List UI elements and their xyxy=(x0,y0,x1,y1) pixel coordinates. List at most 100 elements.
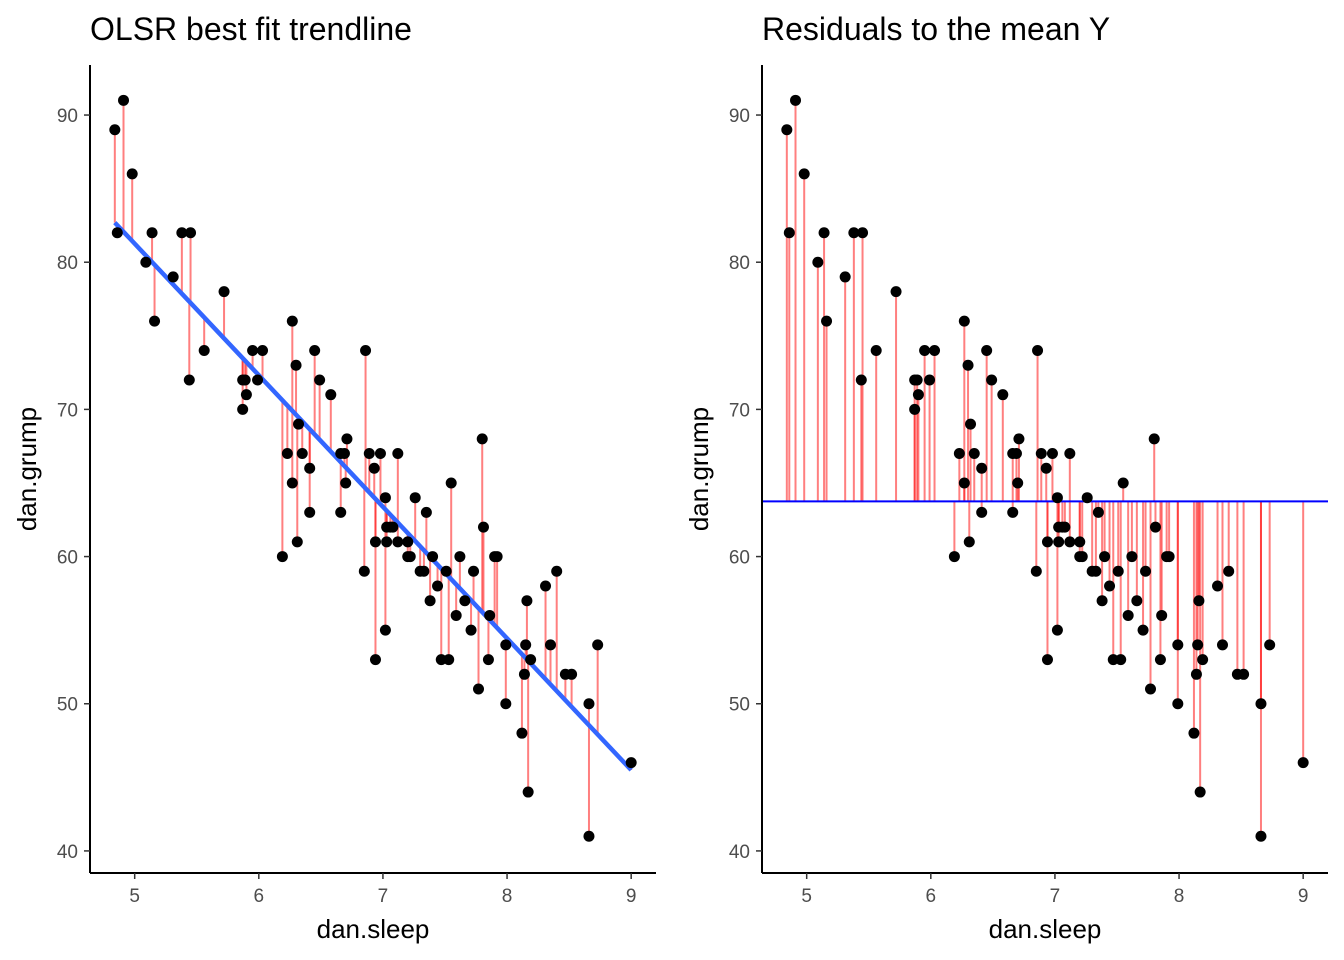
data-point xyxy=(516,727,528,739)
data-point xyxy=(341,433,353,445)
y-tick-label: 60 xyxy=(729,548,750,569)
data-point xyxy=(997,389,1009,401)
x-tick-label: 6 xyxy=(926,886,937,907)
data-point xyxy=(358,565,370,577)
data-point xyxy=(1074,536,1086,548)
data-point xyxy=(1223,565,1235,577)
data-point xyxy=(309,345,321,357)
data-point xyxy=(839,271,851,283)
data-point xyxy=(912,389,924,401)
data-point xyxy=(484,609,496,621)
data-point xyxy=(500,698,512,710)
data-point xyxy=(1010,448,1022,460)
chart-title: Residuals to the mean Y xyxy=(762,11,1110,47)
y-tick-label: 60 xyxy=(57,548,78,569)
data-point xyxy=(379,624,391,636)
x-tick-label: 9 xyxy=(626,886,637,907)
data-point xyxy=(1040,462,1052,474)
data-point xyxy=(379,492,391,504)
data-point xyxy=(1007,506,1019,518)
data-point xyxy=(198,345,210,357)
data-point xyxy=(286,315,298,327)
data-point xyxy=(369,536,381,548)
data-point xyxy=(118,94,130,106)
y-tick-label: 70 xyxy=(729,400,750,421)
data-point xyxy=(240,389,252,401)
data-point xyxy=(1137,624,1149,636)
data-point xyxy=(1096,595,1108,607)
data-point xyxy=(1035,448,1047,460)
data-point xyxy=(368,462,380,474)
data-point xyxy=(183,374,195,386)
data-point xyxy=(109,124,121,136)
data-point xyxy=(1172,639,1184,651)
x-tick-label: 7 xyxy=(378,886,389,907)
data-point xyxy=(340,477,352,489)
chart-title: OLSR best fit trendline xyxy=(90,11,412,47)
data-point xyxy=(276,551,288,563)
data-point xyxy=(958,477,970,489)
data-point xyxy=(247,345,259,357)
x-tick-label: 8 xyxy=(502,886,513,907)
data-point xyxy=(821,315,833,327)
data-point xyxy=(404,551,416,563)
x-axis-label: dan.sleep xyxy=(989,914,1102,944)
y-tick-label: 50 xyxy=(57,695,78,716)
data-point xyxy=(1148,433,1160,445)
data-point xyxy=(237,403,249,415)
data-point xyxy=(848,227,860,239)
data-point xyxy=(286,477,298,489)
data-point xyxy=(812,256,824,268)
data-point xyxy=(459,595,471,607)
data-point xyxy=(314,374,326,386)
data-point xyxy=(1172,698,1184,710)
panel-ols-trendline: OLSR best fit trendline dan.sleep dan.gr… xyxy=(12,11,656,944)
data-point xyxy=(1013,433,1025,445)
data-point xyxy=(566,668,578,680)
data-point xyxy=(520,639,532,651)
data-point xyxy=(432,580,444,592)
data-point xyxy=(929,345,941,357)
data-point xyxy=(440,565,452,577)
data-point xyxy=(392,536,404,548)
data-point xyxy=(293,418,305,430)
data-point xyxy=(965,418,977,430)
data-point xyxy=(304,506,316,518)
data-point xyxy=(335,506,347,518)
data-point xyxy=(1193,595,1205,607)
data-point xyxy=(360,345,372,357)
data-point xyxy=(525,654,537,666)
data-point xyxy=(924,374,936,386)
data-point xyxy=(948,551,960,563)
data-point xyxy=(409,492,421,504)
y-tick-label: 40 xyxy=(729,842,750,863)
data-point xyxy=(468,565,480,577)
data-point xyxy=(252,374,264,386)
y-tick-label: 80 xyxy=(729,253,750,274)
data-point xyxy=(790,94,802,106)
x-tick-label: 6 xyxy=(254,886,265,907)
data-point xyxy=(450,609,462,621)
data-point xyxy=(911,374,923,386)
data-point xyxy=(544,639,556,651)
panel-mean-residuals: Residuals to the mean Y dan.sleep dan.gr… xyxy=(684,11,1328,944)
data-point xyxy=(1156,609,1168,621)
data-point xyxy=(1046,448,1058,460)
data-point xyxy=(381,536,393,548)
data-point xyxy=(976,506,988,518)
x-axis-label: dan.sleep xyxy=(317,914,430,944)
data-point xyxy=(1216,639,1228,651)
data-point xyxy=(500,639,512,651)
data-point xyxy=(304,462,316,474)
data-point xyxy=(798,168,810,180)
data-point xyxy=(1115,654,1127,666)
data-point xyxy=(338,448,350,460)
data-point xyxy=(1197,654,1209,666)
data-point xyxy=(1012,477,1024,489)
data-point xyxy=(111,227,123,239)
data-point xyxy=(583,698,595,710)
x-tick-label: 5 xyxy=(129,886,140,907)
data-point xyxy=(454,551,466,563)
data-point xyxy=(551,565,563,577)
data-point xyxy=(1032,345,1044,357)
